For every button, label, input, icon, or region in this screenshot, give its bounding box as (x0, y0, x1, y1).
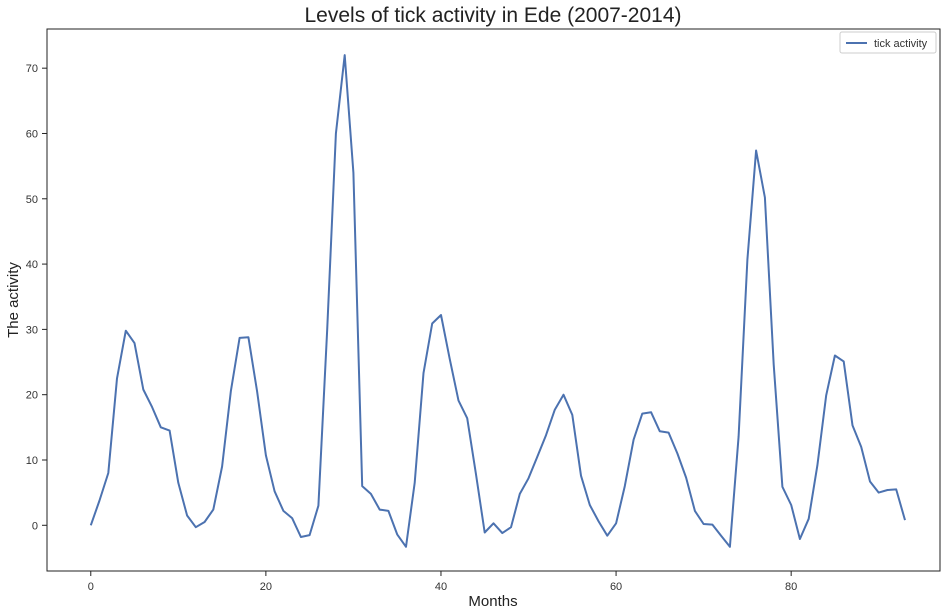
y-tick-label: 50 (26, 194, 38, 206)
series-layer (89, 54, 906, 548)
legend-box (839, 31, 937, 54)
y-tick-label: 40 (26, 259, 38, 271)
x-tick-label: 60 (610, 581, 622, 593)
series-line-tick-activity (89, 54, 906, 548)
y-tick-label: 70 (26, 63, 38, 75)
legend: tick activity (839, 31, 937, 54)
y-axis-label: The activity (5, 262, 22, 338)
x-tick-label: 0 (88, 581, 94, 593)
x-tick-label: 40 (435, 581, 447, 593)
y-tick-label: 0 (32, 520, 38, 532)
x-tick-label: 20 (260, 581, 272, 593)
x-axis-label: Months (468, 593, 517, 610)
y-axis-ticks: 0 10 20 30 40 50 60 70 (26, 63, 47, 532)
y-tick-label: 10 (26, 455, 38, 467)
y-tick-label: 30 (26, 324, 38, 336)
chart-title: Levels of tick activity in Ede (2007-201… (304, 4, 681, 27)
x-tick-label: 80 (785, 581, 797, 593)
y-tick-label: 20 (26, 390, 38, 402)
legend-label-tick-activity: tick activity (874, 38, 928, 50)
y-tick-label: 60 (26, 128, 38, 140)
plot-area (46, 28, 941, 572)
x-axis-ticks: 0 20 40 60 80 (88, 571, 797, 593)
